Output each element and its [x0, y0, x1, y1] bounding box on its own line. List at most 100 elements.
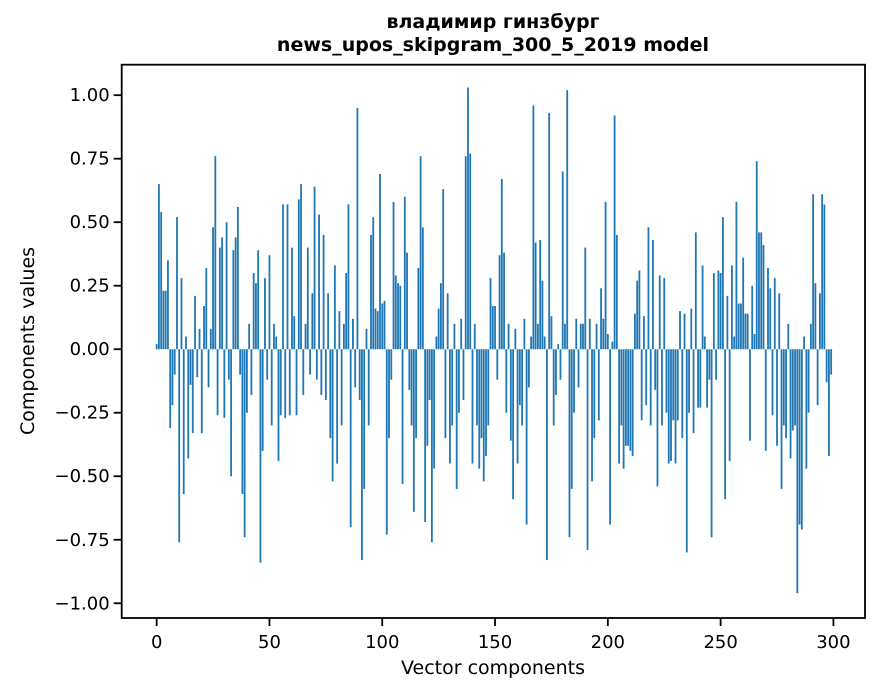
bar — [661, 349, 663, 426]
bar — [518, 349, 521, 406]
bar — [430, 349, 433, 543]
bar — [322, 234, 325, 350]
bar — [370, 234, 372, 350]
bar — [428, 349, 431, 401]
bar — [455, 349, 458, 489]
bar — [482, 349, 485, 482]
bar — [778, 293, 781, 350]
bar — [426, 349, 429, 446]
bar — [417, 267, 420, 350]
bar — [586, 349, 589, 550]
bar — [367, 349, 370, 426]
bar — [167, 260, 169, 350]
bar — [419, 156, 422, 350]
bar — [670, 349, 672, 462]
bars-group — [155, 87, 833, 594]
bar — [654, 349, 657, 390]
bar — [343, 323, 345, 350]
bar — [433, 349, 436, 469]
y-tick-label: 0.75 — [70, 149, 110, 170]
bar — [645, 349, 648, 406]
bar — [561, 171, 564, 350]
bar — [406, 252, 408, 350]
bar — [173, 349, 176, 375]
bar — [794, 349, 796, 426]
bar — [800, 349, 803, 530]
bar — [527, 349, 530, 388]
bar — [236, 206, 239, 350]
bar — [780, 349, 783, 489]
bar — [701, 265, 704, 350]
bar — [207, 349, 210, 388]
bar — [273, 323, 275, 350]
bar — [566, 90, 569, 350]
bar — [564, 323, 566, 350]
bar — [361, 349, 363, 561]
bar — [697, 349, 699, 408]
bar — [462, 349, 465, 401]
bar — [176, 217, 178, 350]
bar — [717, 270, 720, 350]
bar — [347, 204, 350, 350]
bar — [331, 349, 334, 482]
bar — [505, 349, 508, 413]
bar — [769, 288, 772, 350]
bar — [385, 349, 388, 535]
bar — [773, 278, 776, 350]
y-tick-label: 0.00 — [70, 339, 110, 360]
bar — [230, 349, 233, 477]
bar — [640, 349, 643, 421]
bar — [782, 349, 785, 426]
y-axis-label: Components values — [17, 247, 39, 435]
bar — [699, 349, 702, 408]
bar — [665, 349, 668, 413]
bar — [681, 349, 684, 439]
bar — [643, 316, 645, 350]
bar — [631, 349, 634, 456]
bar — [279, 349, 282, 416]
bar — [537, 323, 539, 350]
bar — [658, 275, 661, 350]
bar — [261, 349, 264, 451]
bar — [728, 349, 731, 462]
bar — [354, 349, 357, 388]
bar — [460, 318, 463, 350]
bar — [509, 349, 512, 441]
x-tick-label: 250 — [703, 632, 737, 653]
bar — [302, 349, 305, 395]
bar — [442, 189, 445, 350]
bar — [218, 247, 221, 350]
y-axis-ticks: 1.00 0.75 0.50 0.25 0.00 −0.25 −0.50 −0.75 −1.00 — [55, 85, 122, 614]
bar — [609, 349, 611, 525]
bar — [297, 199, 300, 350]
y-tick-label: −0.50 — [55, 466, 110, 487]
bar — [624, 349, 627, 446]
bar — [372, 217, 375, 350]
bar — [742, 257, 745, 350]
bar — [514, 328, 517, 350]
x-tick-label: 150 — [478, 632, 512, 653]
bar — [397, 283, 399, 350]
y-tick-label: 0.25 — [70, 276, 110, 297]
bar — [541, 280, 544, 350]
bar — [787, 323, 790, 350]
bar — [749, 349, 751, 441]
bar — [243, 349, 246, 538]
bar — [760, 232, 763, 350]
bar — [703, 336, 706, 350]
bar — [374, 308, 377, 350]
bar — [591, 349, 593, 482]
bar — [496, 349, 499, 380]
bar — [410, 349, 413, 426]
bar — [776, 349, 778, 446]
bar — [595, 323, 598, 350]
bar — [480, 349, 483, 439]
bar — [315, 349, 318, 380]
bar — [721, 217, 724, 350]
bar — [629, 349, 632, 451]
bar — [182, 349, 185, 495]
bar — [259, 349, 262, 563]
bar — [602, 318, 605, 350]
bar — [740, 303, 742, 350]
bar — [223, 349, 226, 418]
